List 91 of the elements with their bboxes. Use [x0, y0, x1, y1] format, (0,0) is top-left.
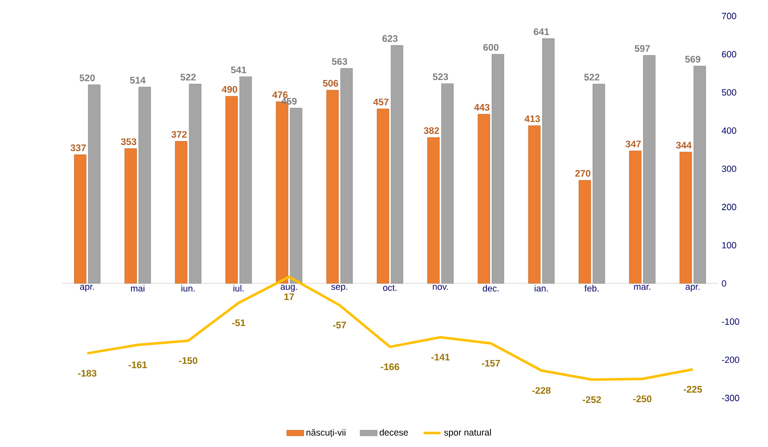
data-label: 563 — [332, 58, 348, 65]
data-label: 270 — [575, 170, 590, 177]
x-tick-label: aug. — [280, 284, 298, 292]
data-label: -57 — [333, 322, 346, 328]
data-label: -51 — [232, 319, 246, 326]
bar — [578, 180, 591, 284]
bar — [88, 84, 100, 284]
bar — [427, 137, 440, 284]
data-label: 623 — [382, 35, 398, 42]
legend-label: decese — [380, 429, 408, 436]
data-label: 457 — [373, 98, 389, 106]
bar — [290, 108, 302, 284]
bar — [340, 68, 353, 284]
y-tick-label: 500 — [722, 89, 736, 96]
x-tick-label: oct. — [383, 284, 396, 291]
data-label: 372 — [171, 131, 187, 138]
data-label: 490 — [222, 86, 238, 93]
data-label: -252 — [582, 396, 601, 403]
data-label: 459 — [281, 98, 297, 105]
data-label: 541 — [230, 66, 246, 74]
y-tick-label: -200 — [722, 356, 740, 363]
bar — [643, 55, 656, 284]
data-label: 641 — [534, 28, 550, 36]
x-tick-label: mai — [131, 284, 144, 292]
data-label: 514 — [130, 76, 146, 84]
x-tick-label: iun. — [181, 284, 195, 292]
bar — [441, 83, 454, 284]
legend-label: născuți-vii — [306, 428, 346, 438]
x-tick-label: mar. — [634, 284, 650, 290]
data-label: 344 — [676, 142, 692, 149]
data-label: 476 — [272, 91, 288, 98]
bar — [376, 108, 390, 284]
y-tick-label: -300 — [722, 394, 740, 402]
bar — [138, 86, 151, 284]
data-label: -225 — [684, 386, 702, 393]
y-tick-label: 700 — [722, 12, 736, 20]
bar — [124, 148, 137, 284]
data-label: -228 — [532, 387, 551, 394]
x-tick-label: ian. — [534, 284, 548, 292]
data-label: 443 — [474, 104, 490, 111]
bar — [528, 125, 541, 284]
bar — [390, 45, 404, 284]
data-label: -250 — [633, 395, 652, 402]
x-tick-label: feb. — [584, 284, 599, 292]
data-label: 347 — [626, 140, 641, 148]
y-tick-label: 100 — [722, 242, 736, 248]
bar — [74, 154, 86, 284]
y-tick-label: 200 — [722, 204, 736, 210]
data-label: 597 — [634, 45, 650, 52]
data-label: 353 — [120, 138, 136, 146]
x-tick-label: nov. — [432, 284, 448, 290]
bar — [492, 54, 504, 284]
x-tick-label: sep. — [331, 284, 348, 292]
bar — [326, 90, 339, 284]
data-label: 413 — [524, 115, 540, 122]
bar — [680, 152, 692, 284]
data-label: 569 — [685, 56, 700, 63]
data-label: 17 — [284, 293, 294, 300]
bar — [239, 76, 252, 284]
bar — [542, 38, 555, 284]
data-label: -157 — [482, 360, 500, 367]
y-tick-label: 300 — [722, 166, 736, 172]
bar — [694, 66, 706, 284]
data-label: 523 — [432, 73, 448, 80]
x-tick-label: iul. — [233, 284, 244, 292]
data-label: -161 — [128, 361, 147, 368]
data-label: 506 — [322, 80, 338, 87]
legend-label: spor natural — [444, 429, 491, 438]
data-label: 520 — [80, 74, 95, 82]
bar — [478, 114, 490, 284]
data-label: -183 — [78, 370, 96, 377]
x-tick-label: dec. — [482, 284, 499, 292]
data-label: 522 — [584, 74, 600, 81]
bar — [592, 84, 606, 284]
y-tick-label: 600 — [722, 51, 736, 58]
y-tick-label: 400 — [722, 127, 736, 134]
data-label: -150 — [179, 357, 198, 364]
bar — [225, 96, 238, 284]
data-label: 600 — [483, 44, 498, 51]
bar — [175, 141, 188, 284]
data-label: -166 — [380, 363, 400, 370]
data-label: -141 — [431, 354, 450, 360]
bar — [629, 150, 642, 284]
y-tick-label: 0 — [722, 280, 726, 287]
data-label: 382 — [424, 127, 440, 134]
x-tick-label: apr. — [80, 284, 94, 292]
data-label: 522 — [180, 74, 196, 81]
x-tick-label: apr. — [686, 284, 700, 292]
data-label: 337 — [70, 144, 86, 152]
bar — [189, 84, 202, 284]
y-tick-label: -100 — [722, 318, 740, 325]
